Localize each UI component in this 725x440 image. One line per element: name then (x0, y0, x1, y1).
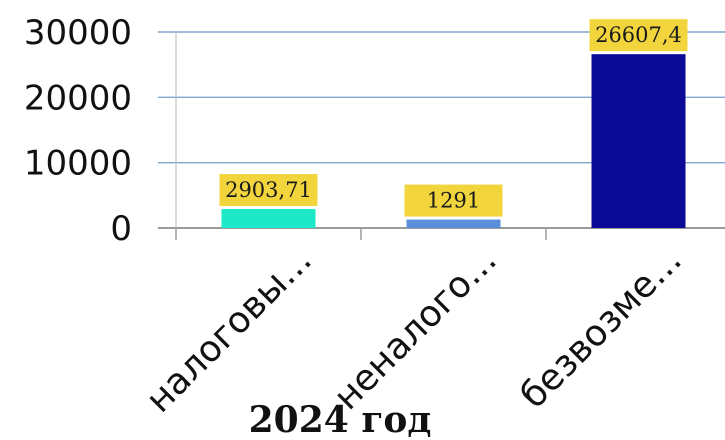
y-tick-label: 30000 (24, 13, 132, 53)
x-tick-label: безвозме... (513, 239, 690, 416)
data-label-background (589, 19, 688, 52)
bar (591, 54, 686, 229)
data-label-background (219, 174, 318, 207)
x-tick-label: неналого... (326, 239, 505, 418)
y-axis-ticks: 0 10000 20000 30000 (24, 13, 132, 249)
y-tick-label: 10000 (24, 144, 132, 184)
y-tick-label: 0 (110, 209, 132, 249)
y-tick-label: 20000 (24, 78, 132, 118)
bar (406, 219, 501, 228)
data-labels: 2903,71 1291 26607,4 (219, 19, 688, 217)
data-label: 2903,71 (225, 178, 312, 202)
x-tick-label: налоговы... (138, 239, 319, 420)
chart-title: 2024 год (249, 399, 432, 440)
data-label: 26607,4 (595, 23, 682, 47)
bars (221, 54, 686, 229)
bar (221, 209, 316, 228)
data-label: 1291 (427, 189, 480, 213)
x-axis-ticks: налоговы... неналого... безвозме... (138, 239, 689, 420)
data-label-background (404, 184, 503, 217)
